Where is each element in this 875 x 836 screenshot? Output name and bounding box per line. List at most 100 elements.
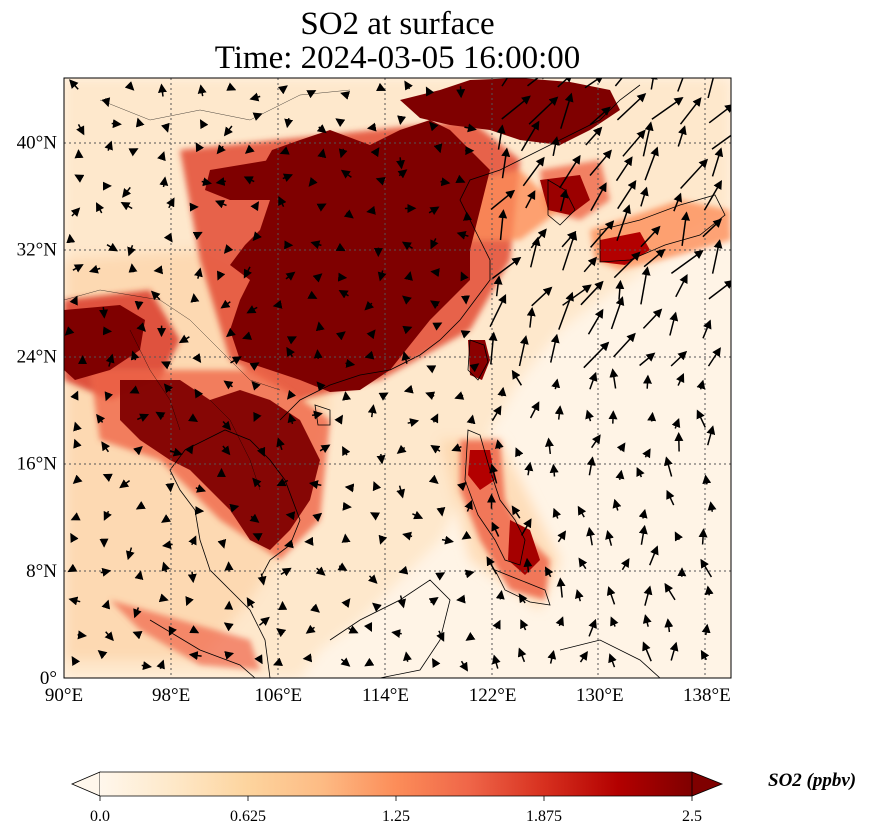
wind-vector xyxy=(488,331,498,365)
wind-vector xyxy=(316,381,326,392)
wind-vector xyxy=(215,199,227,209)
wind-vector xyxy=(277,85,288,95)
wind-vector xyxy=(557,530,567,543)
wind-vectors xyxy=(64,78,731,672)
x-tick-label: 106°E xyxy=(254,685,302,706)
wind-vector xyxy=(531,286,553,307)
wind-vector xyxy=(258,616,270,626)
wind-vector xyxy=(491,405,502,422)
wind-vector xyxy=(562,284,592,306)
wind-vector xyxy=(464,569,475,579)
wind-vector xyxy=(163,383,174,394)
wind-vector xyxy=(426,365,437,374)
wind-vector xyxy=(640,186,649,207)
wind-vector xyxy=(702,218,723,238)
wind-vector xyxy=(577,505,587,518)
wind-vector xyxy=(185,596,194,607)
wind-vector xyxy=(187,571,197,584)
wind-vector xyxy=(584,78,605,89)
wind-vector xyxy=(188,535,197,546)
wind-vector xyxy=(529,236,541,268)
wind-vector xyxy=(96,413,106,424)
wind-vector xyxy=(315,566,326,576)
wind-vector xyxy=(188,413,199,423)
wind-vector xyxy=(88,264,101,274)
wind-vector xyxy=(249,513,260,523)
wind-vector xyxy=(158,593,169,603)
wind-vector xyxy=(550,136,560,157)
wind-vector xyxy=(165,482,175,493)
wind-vector xyxy=(643,585,653,606)
wind-vector xyxy=(132,631,143,640)
wind-vector xyxy=(308,480,322,490)
wind-vector xyxy=(189,625,200,634)
wind-vector xyxy=(195,484,207,493)
wind-vector xyxy=(670,250,704,275)
wind-vector xyxy=(642,641,652,662)
wind-vector xyxy=(610,616,619,627)
chart-title: SO2 at surface xyxy=(300,6,495,42)
wind-vector xyxy=(285,271,296,281)
wind-vector xyxy=(363,621,373,633)
wind-vector xyxy=(701,623,711,636)
wind-vector xyxy=(367,574,378,584)
wind-vector xyxy=(340,91,351,100)
wind-vector xyxy=(252,533,263,542)
colorbar-tick-label: 0.625 xyxy=(230,808,266,825)
wind-vector xyxy=(704,585,714,596)
wind-vector xyxy=(696,379,706,390)
wind-vector xyxy=(711,134,731,150)
wind-vector xyxy=(518,593,528,604)
wind-vector xyxy=(103,510,112,521)
wind-vector xyxy=(673,192,683,212)
wind-vector xyxy=(636,466,645,478)
wind-vector xyxy=(105,353,115,367)
wind-vector xyxy=(433,143,443,154)
wind-vector xyxy=(370,147,380,158)
wind-vector xyxy=(101,599,111,610)
wind-vector xyxy=(378,534,388,545)
wind-vector xyxy=(528,96,559,125)
wind-vector xyxy=(428,206,440,216)
wind-vector xyxy=(313,349,323,359)
wind-vector xyxy=(549,463,559,477)
y-tick-label: 0° xyxy=(40,668,57,689)
wind-vector xyxy=(158,83,167,97)
wind-vector xyxy=(397,115,407,125)
wind-vector xyxy=(156,659,165,670)
wind-vector xyxy=(466,414,476,425)
wind-vector xyxy=(249,92,261,102)
wind-vector xyxy=(221,420,232,431)
wind-vector xyxy=(616,92,647,121)
wind-vector xyxy=(229,503,240,513)
gridlines xyxy=(64,78,731,678)
wind-vector xyxy=(256,446,266,457)
wind-vector xyxy=(620,558,630,571)
wind-vector xyxy=(252,477,262,488)
wind-vector xyxy=(136,322,146,332)
wind-vector xyxy=(461,530,472,540)
wind-vector xyxy=(456,594,466,604)
wind-vector xyxy=(135,501,146,510)
wind-vector xyxy=(609,368,619,389)
wind-vector xyxy=(557,78,574,88)
wind-vector xyxy=(280,567,292,577)
wind-vector xyxy=(486,556,498,575)
wind-vector xyxy=(199,119,209,130)
wind-vector xyxy=(220,299,231,309)
wind-vector xyxy=(254,654,263,665)
y-tick-label: 40°N xyxy=(17,132,58,153)
wind-vector xyxy=(489,463,499,484)
wind-vector xyxy=(273,657,284,666)
wind-vector xyxy=(141,661,152,671)
wind-vector xyxy=(194,267,203,279)
wind-vector xyxy=(315,321,325,332)
wind-vector xyxy=(119,479,131,489)
wind-vector xyxy=(501,95,531,120)
wind-vector xyxy=(612,498,622,511)
wind-vector xyxy=(369,512,381,521)
wind-vector xyxy=(337,562,348,571)
x-tick-label: 114°E xyxy=(362,685,409,706)
wind-vector xyxy=(302,653,313,663)
wind-vector xyxy=(518,335,529,367)
